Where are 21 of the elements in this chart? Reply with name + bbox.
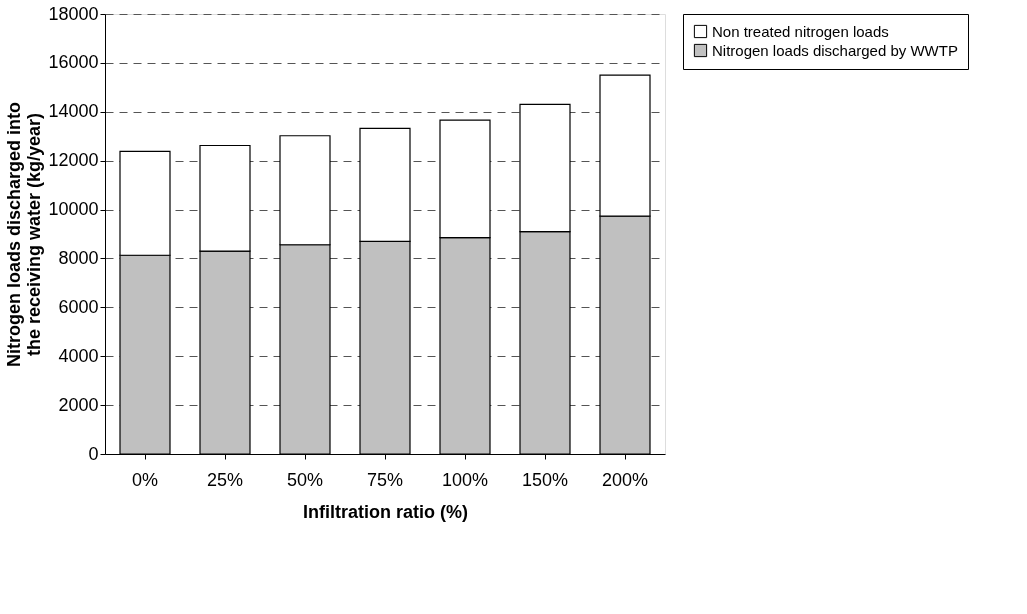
y-tick-label: 0 <box>88 443 99 464</box>
x-tick-label: 150% <box>521 469 569 490</box>
y-tick-label: 14000 <box>48 101 99 122</box>
y-tick-label: 4000 <box>58 345 99 366</box>
x-tick-label: 25% <box>206 469 244 490</box>
y-tick-label: 8000 <box>58 247 99 268</box>
y-tick-label: 18000 <box>48 3 99 24</box>
y-tick-label: 2000 <box>58 394 99 415</box>
y-tick-label: 16000 <box>48 52 99 73</box>
x-tick-label: 100% <box>441 469 489 490</box>
y-tick-label: 6000 <box>58 296 99 317</box>
y-tick-label: 10000 <box>48 199 99 220</box>
x-tick-label: 75% <box>366 469 404 490</box>
legend-label: Non treated nitrogen loads <box>712 22 889 40</box>
x-axis-title: Infiltration ratio (%) <box>303 501 468 522</box>
x-tick-label: 50% <box>286 469 324 490</box>
legend-label: Nitrogen loads discharged by WWTP <box>712 41 958 59</box>
x-tick-label: 200% <box>601 469 649 490</box>
y-axis-title: Nitrogen loads discharged into the receiving water (kg/year) <box>4 101 45 368</box>
y-tick-label: 12000 <box>48 150 99 171</box>
x-tick-label: 0% <box>131 469 159 490</box>
